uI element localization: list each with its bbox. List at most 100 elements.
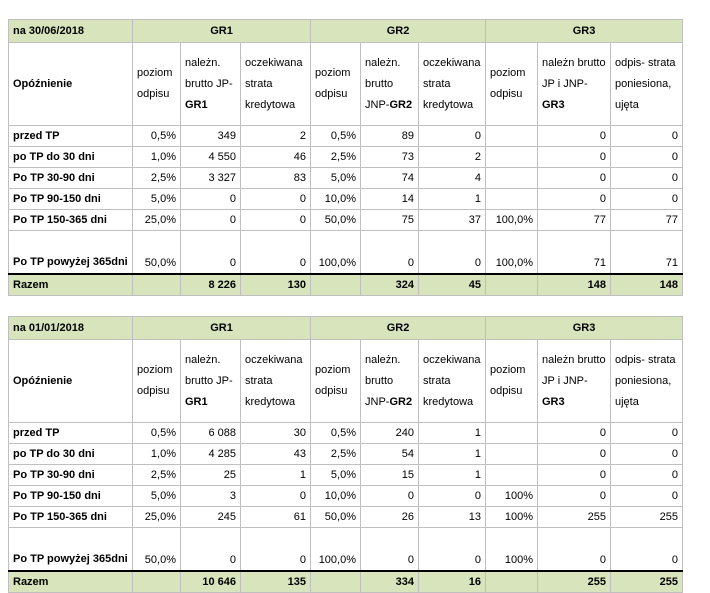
cell-poziom-gr1: 1,0% bbox=[132, 146, 181, 168]
cell-delay-label: Po TP 150-365 dni bbox=[8, 209, 133, 231]
total-poziom-gr2 bbox=[310, 570, 361, 593]
cell-nalezn-gr2: 73 bbox=[360, 146, 419, 168]
table-row: Po TP powyżej 365dni 50,0% 0 0 100,0% 0 0 100,0… bbox=[8, 230, 683, 275]
cell-odpis-gr3: 0 bbox=[610, 125, 683, 147]
cell-delay-label: Po TP 150-365 dni bbox=[8, 506, 133, 528]
cell-poziom-gr1: 25,0% bbox=[132, 506, 181, 528]
column-header-row: Opóźnienie poziom odpisu należn. brutto … bbox=[8, 339, 683, 423]
cell-poziom-gr2: 100,0% bbox=[310, 230, 361, 275]
cell-delay-label: Po TP 30-90 dni bbox=[8, 167, 133, 189]
cell-nalezn-gr3: 0 bbox=[537, 464, 611, 486]
cell-nalezn-gr1: 0 bbox=[180, 230, 241, 275]
cell-poziom-gr3 bbox=[485, 443, 538, 465]
cell-nalezn-gr1: 6 088 bbox=[180, 422, 241, 444]
table-row: Po TP 90-150 dni 5,0% 3 0 10,0% 0 0 100% 0 0 bbox=[8, 485, 683, 507]
group-gr3-header: GR3 bbox=[485, 316, 683, 340]
col-header-oczek-gr2: oczekiwana strata kredytowa bbox=[418, 42, 486, 126]
cell-poziom-gr2: 5,0% bbox=[310, 167, 361, 189]
cell-poziom-gr3: 100% bbox=[485, 506, 538, 528]
cell-poziom-gr1: 25,0% bbox=[132, 209, 181, 231]
col-header-odpis-gr3: odpis- strata poniesiona, ujęta bbox=[610, 339, 683, 423]
cell-oczek-gr2: 0 bbox=[418, 230, 486, 275]
total-poziom-gr3 bbox=[485, 273, 538, 296]
cell-oczek-gr1: 1 bbox=[240, 464, 311, 486]
total-nalezn-gr2: 324 bbox=[360, 273, 419, 296]
impairment-table-2018-06-30: na 30/06/2018 GR1 GR2 GR3 Opóźnienie poz… bbox=[8, 19, 683, 296]
cell-poziom-gr3: 100,0% bbox=[485, 209, 538, 231]
cell-poziom-gr3: 100,0% bbox=[485, 230, 538, 275]
cell-poziom-gr1: 2,5% bbox=[132, 464, 181, 486]
cell-nalezn-gr1: 3 bbox=[180, 485, 241, 507]
cell-delay-label: przed TP bbox=[8, 125, 133, 147]
cell-oczek-gr2: 1 bbox=[418, 188, 486, 210]
cell-nalezn-gr1: 4 285 bbox=[180, 443, 241, 465]
cell-poziom-gr3 bbox=[485, 422, 538, 444]
cell-odpis-gr3: 71 bbox=[610, 230, 683, 275]
date-label: na 30/06/2018 bbox=[8, 19, 133, 43]
cell-oczek-gr1: 83 bbox=[240, 167, 311, 189]
cell-oczek-gr2: 4 bbox=[418, 167, 486, 189]
cell-poziom-gr2: 2,5% bbox=[310, 146, 361, 168]
cell-odpis-gr3: 0 bbox=[610, 188, 683, 210]
cell-poziom-gr2: 2,5% bbox=[310, 443, 361, 465]
cell-nalezn-gr1: 4 550 bbox=[180, 146, 241, 168]
total-oczek-gr1: 135 bbox=[240, 570, 311, 593]
col-header-nalezn-gr1: należn. brutto JP- GR1 bbox=[180, 339, 241, 423]
cell-poziom-gr2: 50,0% bbox=[310, 209, 361, 231]
cell-oczek-gr1: 2 bbox=[240, 125, 311, 147]
cell-delay-label: Po TP 30-90 dni bbox=[8, 464, 133, 486]
cell-poziom-gr3: 100% bbox=[485, 485, 538, 507]
cell-poziom-gr1: 50,0% bbox=[132, 230, 181, 275]
cell-nalezn-gr3: 0 bbox=[537, 527, 611, 572]
cell-oczek-gr1: 0 bbox=[240, 188, 311, 210]
column-header-row: Opóźnienie poziom odpisu należn. brutto … bbox=[8, 42, 683, 126]
total-poziom-gr1 bbox=[132, 570, 181, 593]
col-header-nalezn-gr1: należn. brutto JP- GR1 bbox=[180, 42, 241, 126]
cell-poziom-gr2: 5,0% bbox=[310, 464, 361, 486]
col-header-poziom-gr2: poziom odpisu bbox=[310, 42, 361, 126]
cell-oczek-gr2: 2 bbox=[418, 146, 486, 168]
group-gr1-header: GR1 bbox=[132, 316, 311, 340]
cell-odpis-gr3: 0 bbox=[610, 146, 683, 168]
cell-poziom-gr3 bbox=[485, 167, 538, 189]
header-row: na 30/06/2018 GR1 GR2 GR3 bbox=[8, 19, 683, 43]
total-nalezn-gr1: 8 226 bbox=[180, 273, 241, 296]
cell-nalezn-gr2: 89 bbox=[360, 125, 419, 147]
cell-nalezn-gr2: 75 bbox=[360, 209, 419, 231]
cell-nalezn-gr2: 74 bbox=[360, 167, 419, 189]
cell-nalezn-gr3: 0 bbox=[537, 443, 611, 465]
cell-delay-label: Po TP 90-150 dni bbox=[8, 485, 133, 507]
cell-oczek-gr2: 13 bbox=[418, 506, 486, 528]
group-gr3-header: GR3 bbox=[485, 19, 683, 43]
cell-odpis-gr3: 77 bbox=[610, 209, 683, 231]
cell-delay-label: przed TP bbox=[8, 422, 133, 444]
cell-poziom-gr1: 5,0% bbox=[132, 485, 181, 507]
cell-poziom-gr3: 100% bbox=[485, 527, 538, 572]
cell-poziom-gr1: 0,5% bbox=[132, 125, 181, 147]
col-header-poziom-gr3: poziom odpisu bbox=[485, 339, 538, 423]
cell-poziom-gr3 bbox=[485, 464, 538, 486]
col-header-nalezn-gr3: należn brutto JP i JNP-GR3 bbox=[537, 42, 611, 126]
cell-poziom-gr3 bbox=[485, 125, 538, 147]
cell-odpis-gr3: 0 bbox=[610, 527, 683, 572]
total-row: Razem 8 226 130 324 45 148 148 bbox=[8, 273, 683, 296]
cell-poziom-gr3 bbox=[485, 188, 538, 210]
total-oczek-gr2: 45 bbox=[418, 273, 486, 296]
table-row: przed TP 0,5% 349 2 0,5% 89 0 0 0 bbox=[8, 125, 683, 147]
cell-oczek-gr2: 1 bbox=[418, 464, 486, 486]
cell-odpis-gr3: 0 bbox=[610, 422, 683, 444]
cell-poziom-gr1: 0,5% bbox=[132, 422, 181, 444]
cell-nalezn-gr3: 0 bbox=[537, 146, 611, 168]
cell-nalezn-gr2: 26 bbox=[360, 506, 419, 528]
cell-poziom-gr2: 0,5% bbox=[310, 125, 361, 147]
cell-nalezn-gr3: 0 bbox=[537, 422, 611, 444]
cell-oczek-gr1: 0 bbox=[240, 209, 311, 231]
cell-oczek-gr1: 61 bbox=[240, 506, 311, 528]
cell-nalezn-gr3: 0 bbox=[537, 125, 611, 147]
cell-nalezn-gr2: 0 bbox=[360, 527, 419, 572]
cell-poziom-gr1: 50,0% bbox=[132, 527, 181, 572]
col-header-nalezn-gr3: należn brutto JP i JNP-GR3 bbox=[537, 339, 611, 423]
group-gr2-header: GR2 bbox=[310, 316, 486, 340]
cell-poziom-gr2: 100,0% bbox=[310, 527, 361, 572]
cell-delay-label: Po TP 90-150 dni bbox=[8, 188, 133, 210]
